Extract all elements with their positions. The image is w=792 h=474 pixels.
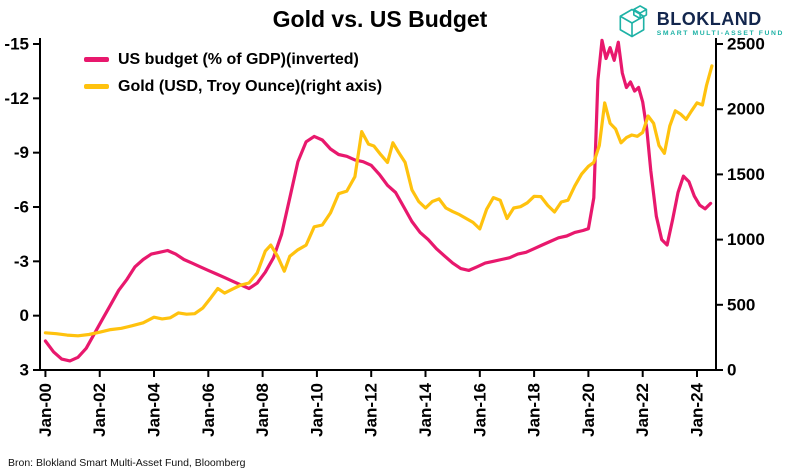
right-axis-tick-label: 0 bbox=[727, 361, 736, 380]
x-axis-tick-label: Jan-08 bbox=[253, 383, 272, 437]
logo-name: BLOKLAND bbox=[656, 8, 762, 29]
left-axis-tick-label: -15 bbox=[4, 35, 29, 54]
right-axis-tick-label: 1000 bbox=[727, 230, 765, 249]
legend-label-us-budget: US budget (% of GDP)(inverted) bbox=[118, 50, 359, 68]
x-axis-tick-label: Jan-06 bbox=[199, 383, 218, 437]
x-axis-tick-label: Jan-04 bbox=[145, 382, 164, 436]
gold-line-swatch bbox=[84, 84, 109, 89]
x-axis-tick-label: Jan-00 bbox=[36, 383, 55, 437]
logo-text: BLOKLAND SMART MULTI-ASSET FUND bbox=[657, 10, 784, 37]
left-axis-tick-label: -6 bbox=[14, 198, 29, 217]
x-axis-tick-label: Jan-22 bbox=[633, 383, 652, 437]
legend-item-us-budget: US budget (% of GDP)(inverted) bbox=[84, 46, 382, 73]
left-axis-tick-label: -9 bbox=[14, 143, 29, 162]
us-budget-line-swatch bbox=[84, 57, 109, 62]
source-note: Bron: Blokland Smart Multi-Asset Fund, B… bbox=[8, 457, 246, 469]
gold-series-line bbox=[43, 64, 714, 338]
legend-label-gold: Gold (USD, Troy Ounce)(right axis) bbox=[118, 77, 383, 95]
right-axis-tick-label: 1500 bbox=[727, 165, 765, 184]
x-axis-tick-label: Jan-12 bbox=[362, 383, 381, 437]
right-axis-tick-label: 500 bbox=[727, 295, 755, 314]
left-axis-tick-label: -3 bbox=[14, 252, 29, 271]
logo-subtitle: SMART MULTI-ASSET FUND bbox=[656, 29, 784, 37]
x-axis-tick-label: Jan-10 bbox=[307, 383, 326, 437]
right-axis-tick-label: 2000 bbox=[727, 100, 765, 119]
us-budget-series-line bbox=[43, 38, 713, 363]
chart-title: Gold vs. US Budget bbox=[272, 6, 488, 32]
x-axis-tick-label: Jan-16 bbox=[470, 383, 489, 437]
legend: US budget (% of GDP)(inverted) Gold (USD… bbox=[84, 46, 382, 100]
left-axis-tick-label: -12 bbox=[4, 89, 29, 108]
x-axis-tick-label: Jan-14 bbox=[416, 382, 435, 436]
x-axis-tick-label: Jan-24 bbox=[687, 382, 706, 436]
x-axis-tick-label: Jan-02 bbox=[90, 383, 109, 437]
legend-item-gold: Gold (USD, Troy Ounce)(right axis) bbox=[84, 73, 382, 100]
left-axis-tick-label: 0 bbox=[20, 306, 29, 325]
logo: BLOKLAND SMART MULTI-ASSET FUND bbox=[614, 4, 784, 42]
logo-cube-icon bbox=[619, 5, 648, 38]
x-axis-tick-label: Jan-20 bbox=[579, 383, 598, 437]
left-axis-tick-label: 3 bbox=[20, 361, 29, 380]
right-axis-tick-label: 2500 bbox=[727, 35, 765, 54]
x-axis-tick-label: Jan-18 bbox=[525, 383, 544, 437]
